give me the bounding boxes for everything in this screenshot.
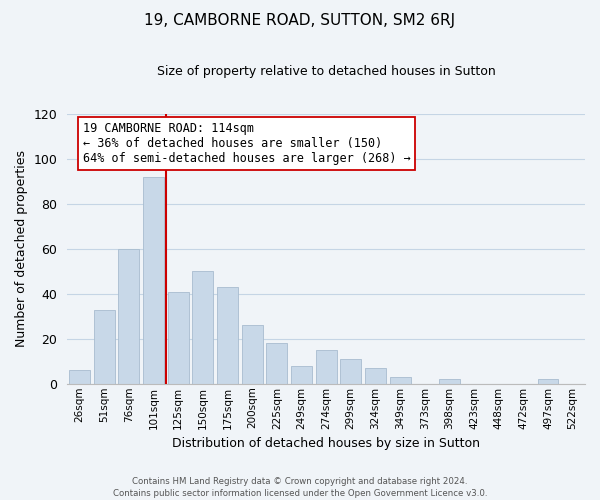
Bar — [217, 287, 238, 384]
Title: Size of property relative to detached houses in Sutton: Size of property relative to detached ho… — [157, 65, 496, 78]
Bar — [94, 310, 115, 384]
Bar — [340, 359, 361, 384]
Bar — [439, 380, 460, 384]
Bar — [389, 377, 410, 384]
Bar — [118, 249, 139, 384]
Bar — [291, 366, 312, 384]
Text: Contains HM Land Registry data © Crown copyright and database right 2024.
Contai: Contains HM Land Registry data © Crown c… — [113, 476, 487, 498]
Bar — [192, 272, 213, 384]
Y-axis label: Number of detached properties: Number of detached properties — [15, 150, 28, 348]
Text: 19 CAMBORNE ROAD: 114sqm
← 36% of detached houses are smaller (150)
64% of semi-: 19 CAMBORNE ROAD: 114sqm ← 36% of detach… — [83, 122, 410, 165]
Bar — [266, 344, 287, 384]
Bar — [143, 177, 164, 384]
Bar — [316, 350, 337, 384]
Bar — [69, 370, 90, 384]
Bar — [365, 368, 386, 384]
X-axis label: Distribution of detached houses by size in Sutton: Distribution of detached houses by size … — [172, 437, 480, 450]
Text: 19, CAMBORNE ROAD, SUTTON, SM2 6RJ: 19, CAMBORNE ROAD, SUTTON, SM2 6RJ — [145, 12, 455, 28]
Bar — [242, 326, 263, 384]
Bar — [538, 380, 559, 384]
Bar — [167, 292, 188, 384]
